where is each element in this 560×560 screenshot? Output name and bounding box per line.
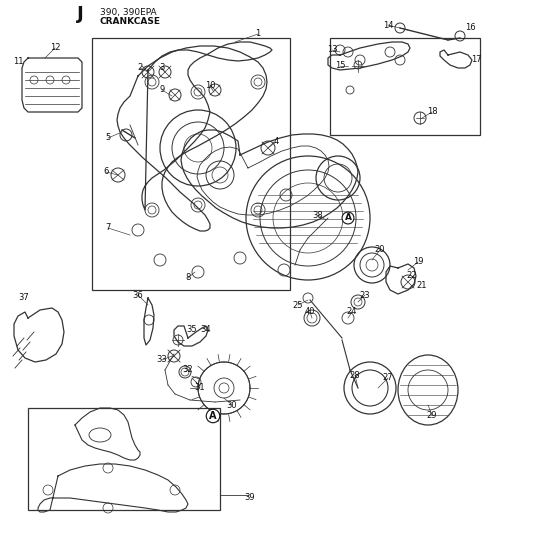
Text: 31: 31 — [195, 384, 206, 393]
Bar — [92, 38, 290, 290]
Text: A: A — [209, 411, 217, 421]
Text: 17: 17 — [471, 55, 481, 64]
Text: 14: 14 — [382, 21, 393, 30]
Text: 28: 28 — [349, 371, 360, 380]
Text: 39: 39 — [245, 493, 255, 502]
Text: 8: 8 — [185, 273, 191, 282]
Text: 12: 12 — [50, 44, 60, 53]
Text: 37: 37 — [18, 293, 29, 302]
Text: 13: 13 — [326, 45, 337, 54]
Text: 1: 1 — [255, 30, 260, 39]
Text: 10: 10 — [205, 82, 215, 91]
Text: 16: 16 — [465, 24, 475, 32]
Text: 9: 9 — [160, 86, 165, 95]
Text: 22: 22 — [407, 270, 417, 279]
Text: 21: 21 — [417, 281, 427, 290]
Text: J: J — [77, 5, 83, 23]
Text: 6: 6 — [103, 167, 109, 176]
Text: 23: 23 — [360, 291, 370, 300]
Text: 18: 18 — [427, 108, 437, 116]
Text: 27: 27 — [382, 374, 393, 382]
Text: 34: 34 — [200, 325, 211, 334]
Text: 24: 24 — [347, 307, 357, 316]
Text: A: A — [344, 213, 352, 222]
Text: 25: 25 — [293, 301, 304, 310]
Text: 35: 35 — [186, 325, 197, 334]
Text: 29: 29 — [427, 410, 437, 419]
Text: 7: 7 — [105, 223, 111, 232]
Text: 3: 3 — [159, 63, 165, 72]
Text: 11: 11 — [13, 58, 24, 67]
Text: 20: 20 — [375, 245, 385, 254]
Text: CRANKCASE: CRANKCASE — [100, 17, 161, 26]
Text: 390, 390EPA: 390, 390EPA — [100, 7, 157, 16]
Text: 33: 33 — [157, 356, 167, 365]
Text: 5: 5 — [105, 133, 111, 142]
Text: 32: 32 — [183, 366, 193, 375]
Bar — [330, 38, 480, 135]
Text: 36: 36 — [133, 291, 143, 300]
Text: 2: 2 — [137, 63, 143, 72]
Text: 38: 38 — [312, 211, 323, 220]
Text: 4: 4 — [273, 138, 279, 147]
Text: 30: 30 — [227, 400, 237, 409]
Text: 19: 19 — [413, 258, 423, 267]
Text: 40: 40 — [305, 307, 315, 316]
Text: 15: 15 — [335, 62, 346, 71]
Bar — [28, 408, 220, 510]
